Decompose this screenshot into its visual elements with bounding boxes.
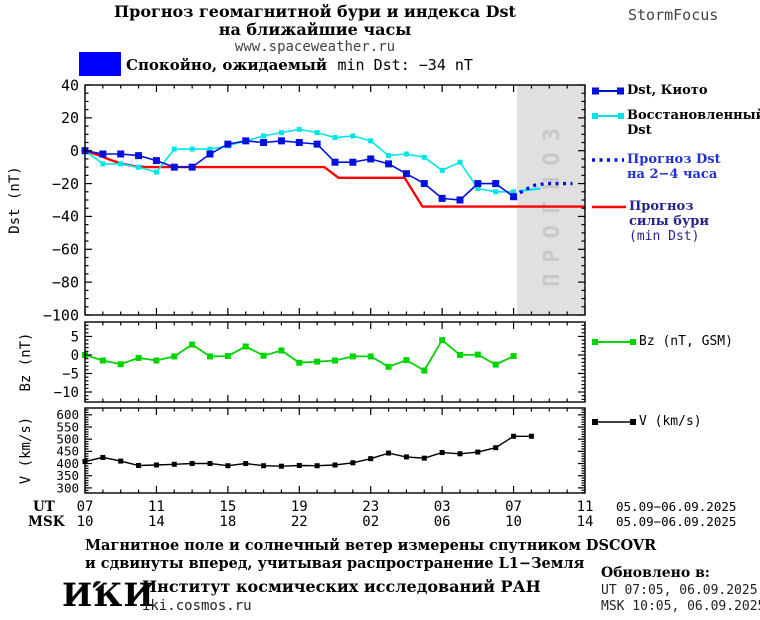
page-title: Прогноз геомагнитной бури и индекса Dst <box>114 2 516 21</box>
svg-text:−5: −5 <box>62 366 79 382</box>
legend-bz: Bz (nT, GSM) <box>592 334 733 349</box>
svg-text:ПРОГНОЗ: ПРОГНОЗ <box>540 117 565 287</box>
ut-hour-label: 15 <box>219 499 237 515</box>
svg-text:40: 40 <box>61 76 79 94</box>
v-swatch-icon <box>592 419 636 425</box>
svg-text:−100: −100 <box>43 306 79 324</box>
svg-text:350: 350 <box>56 468 79 483</box>
svg-text:−80: −80 <box>52 273 79 291</box>
page-title-line2: на ближайшие часы <box>218 20 412 39</box>
institute-site: iki.cosmos.ru <box>142 598 252 614</box>
bz-swatch-icon <box>592 339 636 345</box>
svg-text:20: 20 <box>61 109 79 127</box>
msk-hour-label: 02 <box>362 514 380 530</box>
ut-row-label: UT <box>33 499 55 515</box>
legend-dst-kyoto: Dst, Киото <box>592 83 708 98</box>
date-range-ut: 05.09−06.09.2025 <box>616 499 737 514</box>
legend-storm-forecast: Прогноз силы бури (min Dst) <box>592 199 709 244</box>
legend-dst-forecast: Прогноз Dst на 2−4 часа <box>592 152 721 182</box>
updated-ut: UT 07:05, 06.09.2025 <box>601 583 758 598</box>
svg-text:550: 550 <box>56 419 79 434</box>
svg-text:600: 600 <box>56 407 79 422</box>
ut-hour-label: 11 <box>147 499 165 515</box>
kyoto-swatch-icon <box>592 87 624 95</box>
title-block: Прогноз геомагнитной бури и индекса Dst … <box>85 3 545 56</box>
svg-text:300: 300 <box>56 480 79 495</box>
footnote-line1: Магнитное поле и солнечный ветер измерен… <box>85 537 657 554</box>
msk-hour-label: 18 <box>219 514 237 530</box>
restored-swatch-icon <box>592 113 624 119</box>
ut-hour-label: 11 <box>576 499 594 515</box>
svg-text:−10: −10 <box>54 385 79 401</box>
institute-name: Институт космических исследований РАН <box>142 577 541 596</box>
svg-text:0: 0 <box>70 142 79 160</box>
brand-label: StormFocus <box>628 6 719 24</box>
forecast-swatch-icon <box>592 158 624 162</box>
msk-hour-label: 10 <box>505 514 522 530</box>
svg-text:−20: −20 <box>52 175 79 193</box>
ut-hour-label: 19 <box>290 499 308 515</box>
legend-v: V (km/s) <box>592 414 702 429</box>
svg-text:Dst (nT): Dst (nT) <box>7 166 23 233</box>
msk-hour-label: 22 <box>290 514 308 530</box>
svg-text:450: 450 <box>56 444 79 459</box>
storm-level-swatch <box>79 52 121 76</box>
svg-text:Bz (nT): Bz (nT) <box>18 332 34 391</box>
iki-logo: ИКИ <box>62 576 155 614</box>
updated-title: Обновлено в: <box>601 565 710 581</box>
msk-hour-label: 06 <box>433 514 451 530</box>
msk-hour-label: 10 <box>76 514 94 530</box>
svg-text:V (km/s): V (km/s) <box>18 417 34 484</box>
svg-text:400: 400 <box>56 456 79 471</box>
legend-dst-restored: Восстановленный Dst <box>592 108 760 138</box>
svg-text:500: 500 <box>56 432 79 447</box>
msk-row-label: MSK <box>28 514 65 530</box>
site-url: www.spaceweather.ru <box>234 39 396 55</box>
date-range-msk: 05.09−06.09.2025 <box>616 514 737 529</box>
ut-hour-label: 07 <box>76 499 94 515</box>
x-axis-labels: UT MSK 05.09−06.09.2025 05.09−06.09.2025… <box>0 499 760 531</box>
svg-text:−60: −60 <box>52 241 79 259</box>
svg-text:0: 0 <box>71 348 79 364</box>
storm-swatch-icon <box>592 205 626 209</box>
ut-hour-label: 23 <box>362 499 380 515</box>
updated-msk: MSK 10:05, 06.09.2025 <box>601 599 760 614</box>
status-label: Спокойно, ожидаемый <box>126 56 328 74</box>
svg-text:−40: −40 <box>52 208 79 226</box>
ut-hour-label: 07 <box>505 499 522 515</box>
status-min-dst: min Dst: −34 nT <box>337 56 473 74</box>
msk-hour-label: 14 <box>147 514 165 530</box>
msk-hour-label: 14 <box>576 514 594 530</box>
svg-text:5: 5 <box>71 329 79 345</box>
status-text: Спокойно, ожидаемый min Dst: −34 nT <box>126 56 473 74</box>
ut-hour-label: 03 <box>433 499 451 515</box>
footnote-line2: и сдвинуты вперед, учитывая распростране… <box>85 555 585 572</box>
